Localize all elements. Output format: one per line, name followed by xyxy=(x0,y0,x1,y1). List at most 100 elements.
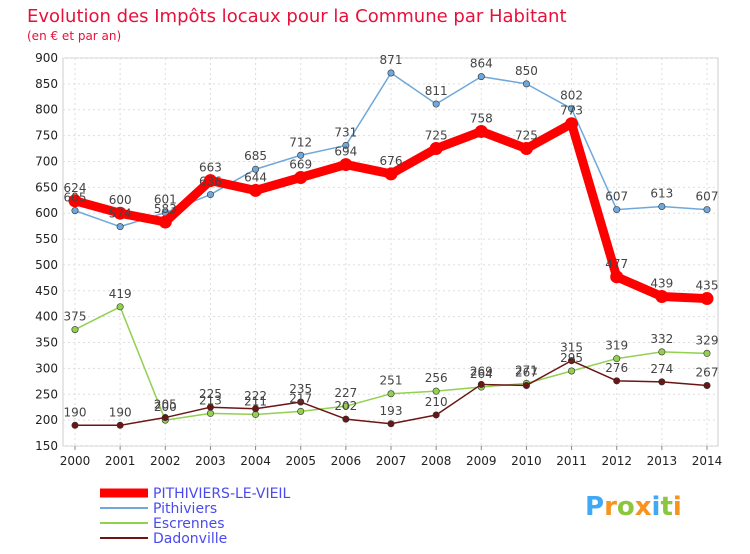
legend: PITHIVIERS-LE-VIEILPithiviersEscrennesDa… xyxy=(100,486,291,547)
data-label: 190 xyxy=(109,405,132,419)
y-tick-label: 600 xyxy=(35,206,58,220)
data-label: 725 xyxy=(425,129,448,143)
x-tick-label: 2012 xyxy=(601,454,632,468)
data-label: 264 xyxy=(470,367,493,381)
data-label: 235 xyxy=(289,382,312,396)
series-point xyxy=(342,141,350,149)
y-tick-label: 150 xyxy=(35,439,58,453)
y-tick-label: 300 xyxy=(35,361,58,375)
series-point xyxy=(384,167,398,181)
data-label: 419 xyxy=(109,287,132,301)
data-label: 315 xyxy=(560,341,583,355)
y-tick-label: 800 xyxy=(35,103,58,117)
data-label: 332 xyxy=(650,332,673,346)
data-label: 211 xyxy=(244,394,267,408)
series-point xyxy=(658,202,666,210)
data-label: 256 xyxy=(425,371,448,385)
data-label: 477 xyxy=(605,257,628,271)
series-point xyxy=(68,194,82,208)
series-point xyxy=(519,142,533,156)
y-tick-label: 550 xyxy=(35,232,58,246)
series-point xyxy=(206,409,214,417)
brand-logo: Proxiti xyxy=(585,492,682,522)
series-point xyxy=(610,270,624,284)
data-label: 669 xyxy=(289,158,312,172)
x-tick-label: 2009 xyxy=(466,454,497,468)
x-tick-label: 2013 xyxy=(647,454,678,468)
x-tick-label: 2003 xyxy=(195,454,226,468)
data-label: 200 xyxy=(154,400,177,414)
series-point xyxy=(387,390,395,398)
data-label: 267 xyxy=(696,365,719,379)
legend-label: PITHIVIERS-LE-VIEIL xyxy=(153,486,291,502)
series-point xyxy=(297,151,305,159)
data-label: 193 xyxy=(380,404,403,418)
y-tick-label: 750 xyxy=(35,129,58,143)
data-label: 213 xyxy=(199,393,222,407)
series-point xyxy=(522,80,530,88)
data-label: 607 xyxy=(696,190,719,204)
series-point xyxy=(474,124,488,138)
x-tick-label: 2004 xyxy=(240,454,271,468)
data-label: 222 xyxy=(244,389,267,403)
series-point xyxy=(568,357,576,365)
series-point xyxy=(297,407,305,415)
series-point xyxy=(658,348,666,356)
series-point xyxy=(297,398,305,406)
series-point xyxy=(252,405,260,413)
data-label: 636 xyxy=(199,175,222,189)
series-point xyxy=(161,414,169,422)
data-label: 802 xyxy=(560,89,583,103)
series-point xyxy=(655,289,669,303)
y-tick-label: 700 xyxy=(35,154,58,168)
x-tick-label: 2005 xyxy=(285,454,316,468)
series-layer xyxy=(68,69,714,429)
x-tick-label: 2006 xyxy=(331,454,362,468)
series-point xyxy=(294,171,308,185)
x-tick-label: 2007 xyxy=(376,454,407,468)
series-point xyxy=(613,206,621,214)
data-label: 574 xyxy=(109,207,132,221)
data-label: 871 xyxy=(380,53,403,67)
data-label: 811 xyxy=(425,84,448,98)
y-tick-label: 650 xyxy=(35,180,58,194)
data-label: 676 xyxy=(380,154,403,168)
x-tick-label: 2010 xyxy=(511,454,542,468)
y-tick-label: 200 xyxy=(35,413,58,427)
series-point xyxy=(568,367,576,375)
series-point xyxy=(206,403,214,411)
data-label: 624 xyxy=(64,181,87,195)
series-point xyxy=(158,215,172,229)
series-point xyxy=(387,420,395,428)
series-point xyxy=(387,69,395,77)
x-tick-label: 2000 xyxy=(60,454,91,468)
data-label: 601 xyxy=(154,193,177,207)
data-label: 329 xyxy=(696,333,719,347)
data-label: 712 xyxy=(289,135,312,149)
data-label: 663 xyxy=(199,161,222,175)
series-point xyxy=(658,378,666,386)
data-label: 375 xyxy=(64,310,87,324)
series-point xyxy=(432,387,440,395)
series-point xyxy=(432,411,440,419)
data-label: 190 xyxy=(64,405,87,419)
series-point xyxy=(432,100,440,108)
axis-layer: 150 200 250 300 350 400 450 500 550 600 650 700 750 8… xyxy=(35,51,722,468)
data-label: 607 xyxy=(605,190,628,204)
data-label: 202 xyxy=(334,399,357,413)
chart-subtitle: (en € et par an) xyxy=(27,29,121,43)
y-tick-label: 250 xyxy=(35,387,58,401)
series-point xyxy=(703,349,711,357)
data-label: 439 xyxy=(650,276,673,290)
grid-layer xyxy=(63,57,718,447)
data-label: 644 xyxy=(244,170,267,184)
series-point xyxy=(703,381,711,389)
data-label: 864 xyxy=(470,57,493,71)
series-point xyxy=(342,402,350,410)
x-tick-label: 2008 xyxy=(421,454,452,468)
data-label: 319 xyxy=(605,339,628,353)
series-point xyxy=(71,421,79,429)
x-tick-label: 2011 xyxy=(556,454,587,468)
series-point xyxy=(522,381,530,389)
